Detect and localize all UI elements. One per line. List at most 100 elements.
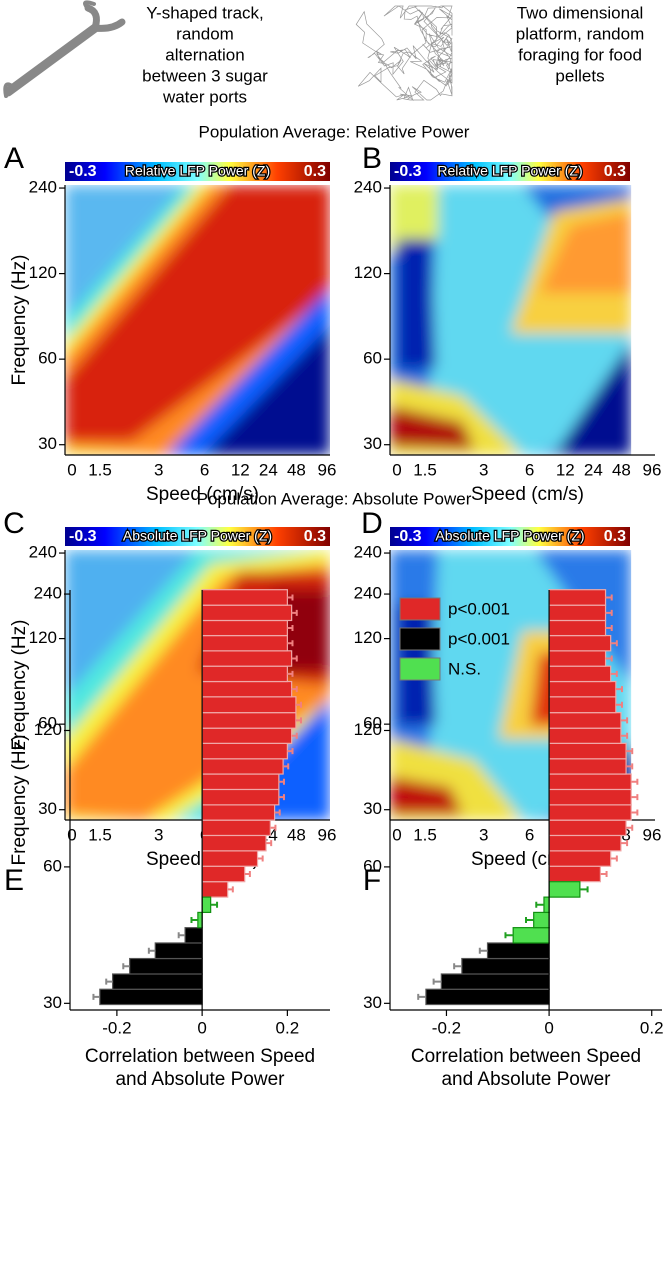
- heat-region: [390, 185, 439, 253]
- error-bar: [626, 748, 634, 755]
- bar: [99, 988, 203, 1006]
- bar: [548, 650, 607, 667]
- bar: [201, 881, 229, 898]
- x-tick-label: 6: [525, 825, 534, 844]
- y-tick-label: 240: [29, 178, 57, 197]
- bar: [548, 758, 627, 775]
- bar: [112, 973, 203, 990]
- error-bar: [244, 870, 251, 877]
- error-bar: [291, 732, 298, 739]
- x-axis-label: and Absolute Power: [115, 1069, 285, 1090]
- error-bar: [417, 993, 426, 1000]
- panel-letter: A: [4, 142, 24, 175]
- y-tick-label: 30: [38, 799, 57, 818]
- bar: [201, 680, 293, 698]
- heat-region: [202, 325, 330, 455]
- colorbar-label: Absolute LFP Power (Z): [435, 528, 584, 544]
- error-bar: [274, 809, 281, 816]
- error-bar: [432, 978, 442, 985]
- bar: [533, 911, 550, 929]
- x-tick-label: 96: [318, 825, 337, 844]
- bar: [440, 973, 550, 990]
- x-tick-label: 96: [643, 460, 662, 479]
- bar: [548, 742, 627, 760]
- error-bar: [105, 978, 113, 985]
- error-bar: [626, 824, 634, 831]
- colorbar-min: -0.3: [394, 163, 422, 180]
- error-bar: [610, 855, 618, 862]
- y-tick-label: 120: [354, 263, 382, 282]
- bar: [154, 942, 203, 960]
- error-bar: [453, 963, 462, 970]
- x-tick-label: 96: [318, 460, 337, 479]
- bar: [461, 957, 550, 975]
- x-tick-label: 96: [643, 825, 662, 844]
- colorbar-max: 0.3: [304, 528, 326, 545]
- y-tick-label: 60: [38, 349, 57, 368]
- colorbar: [65, 162, 330, 181]
- colorbar-min: -0.3: [69, 163, 97, 180]
- x-tick-label: 0: [197, 1018, 206, 1037]
- caption-line: foraging for food: [518, 45, 642, 64]
- bar: [548, 834, 622, 852]
- bar: [201, 742, 288, 760]
- error-bar: [600, 870, 608, 877]
- error-bar: [535, 901, 544, 908]
- section-title: Population Average: Relative Power: [199, 122, 470, 141]
- y-axis-label: Frequency (Hz): [9, 255, 30, 386]
- heat-region: [553, 341, 632, 455]
- caption-line: Y-shaped track,: [146, 3, 264, 22]
- error-bar: [478, 947, 488, 954]
- panel-letter: E: [4, 864, 24, 897]
- caption-line: platform, random: [516, 24, 645, 43]
- y-tick-label: 30: [43, 993, 62, 1012]
- bar: [201, 619, 288, 637]
- heatmap-layers: [390, 185, 632, 455]
- bar: [548, 819, 627, 837]
- error-bar: [631, 778, 639, 785]
- y-tick-label: 240: [29, 543, 57, 562]
- x-tick-label: 0: [544, 1018, 553, 1037]
- heat-region: [397, 239, 436, 369]
- caption-line: Two dimensional: [517, 3, 644, 22]
- x-tick-label: 48: [287, 825, 306, 844]
- x-tick-label: 48: [612, 460, 631, 479]
- y-tick-label: 30: [38, 434, 57, 453]
- heat-region: [539, 212, 632, 293]
- x-tick-label: 0: [67, 460, 76, 479]
- error-bar: [631, 794, 639, 801]
- bar: [201, 665, 288, 683]
- bar: [425, 988, 550, 1006]
- x-tick-label: 12: [556, 460, 575, 479]
- colorbar-label: Relative LFP Power (Z): [437, 163, 582, 179]
- bar: [201, 865, 246, 883]
- error-bar: [605, 625, 613, 632]
- colorbar-max: 0.3: [604, 163, 626, 180]
- error-bar: [291, 609, 298, 616]
- y-tick-label: 30: [363, 993, 382, 1012]
- error-bar: [210, 901, 219, 908]
- error-bar: [287, 594, 294, 601]
- error-bar: [295, 701, 303, 708]
- error-bar: [631, 809, 639, 816]
- bar: [201, 712, 297, 729]
- heat-region: [390, 406, 475, 450]
- y-tick-label: 240: [34, 584, 62, 603]
- colorbar-max: 0.3: [304, 163, 326, 180]
- x-tick-label: 12: [231, 460, 250, 479]
- y-track-icon: [3, 0, 126, 98]
- y-tick-label: 60: [43, 856, 62, 875]
- heat-region: [390, 776, 463, 815]
- error-bar: [266, 840, 273, 847]
- legend-label: p<0.001: [448, 629, 510, 648]
- x-axis-label: Correlation between Speed: [411, 1046, 641, 1067]
- x-tick-label: 3: [479, 460, 488, 479]
- platform-icon: [355, 5, 454, 102]
- bar: [548, 619, 607, 637]
- y-tick-label: 240: [354, 584, 382, 603]
- bar: [201, 773, 280, 791]
- colorbar: [65, 527, 330, 546]
- bar: [201, 758, 284, 775]
- error-bar: [620, 732, 629, 739]
